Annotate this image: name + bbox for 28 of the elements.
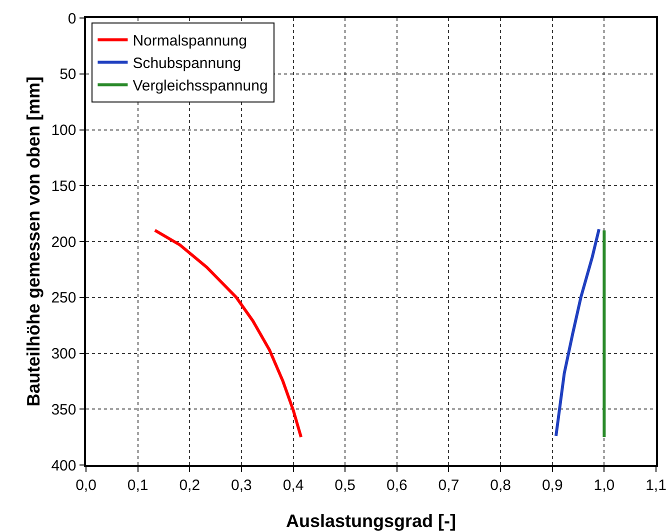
x-tick-label: 1,0 xyxy=(594,476,615,494)
y-tick-label: 300 xyxy=(51,346,76,362)
legend-label: Vergleichsspannung xyxy=(132,78,268,95)
x-tick-label: 0,0 xyxy=(76,476,96,494)
legend-label: Normalspannung xyxy=(132,32,247,50)
y-tick-label: 100 xyxy=(51,122,76,139)
y-tick-label: 150 xyxy=(51,178,76,195)
y-tick-label: 50 xyxy=(60,66,76,84)
x-tick-label: 0,9 xyxy=(542,476,563,494)
line-series xyxy=(554,228,600,438)
y-tick-label: 250 xyxy=(51,290,76,307)
legend-label: Schubspannung xyxy=(132,55,242,72)
y-tick-label: 350 xyxy=(51,401,76,418)
x-tick-label: 0,3 xyxy=(231,476,252,494)
x-tick-label: 0,6 xyxy=(386,476,408,494)
y-tick-label: 0 xyxy=(68,10,76,28)
x-tick-label: 0,2 xyxy=(179,476,200,494)
y-tick-label: 400 xyxy=(51,457,76,474)
line-series xyxy=(153,228,303,439)
x-tick-label: 0,1 xyxy=(127,476,148,494)
x-tick-label: 0,8 xyxy=(490,476,511,494)
y-tick-label: 200 xyxy=(51,234,76,251)
x-tick-label: 0,5 xyxy=(334,476,356,494)
x-tick-label: 1,1 xyxy=(646,476,666,494)
x-tick-label: 0,4 xyxy=(282,476,304,494)
y-axis-title: Bauteilhöhe gemessen von oben [mm] xyxy=(24,76,44,407)
x-tick-label: 0,7 xyxy=(438,476,460,494)
x-axis-title: Auslastungsgrad [-] xyxy=(286,511,456,531)
